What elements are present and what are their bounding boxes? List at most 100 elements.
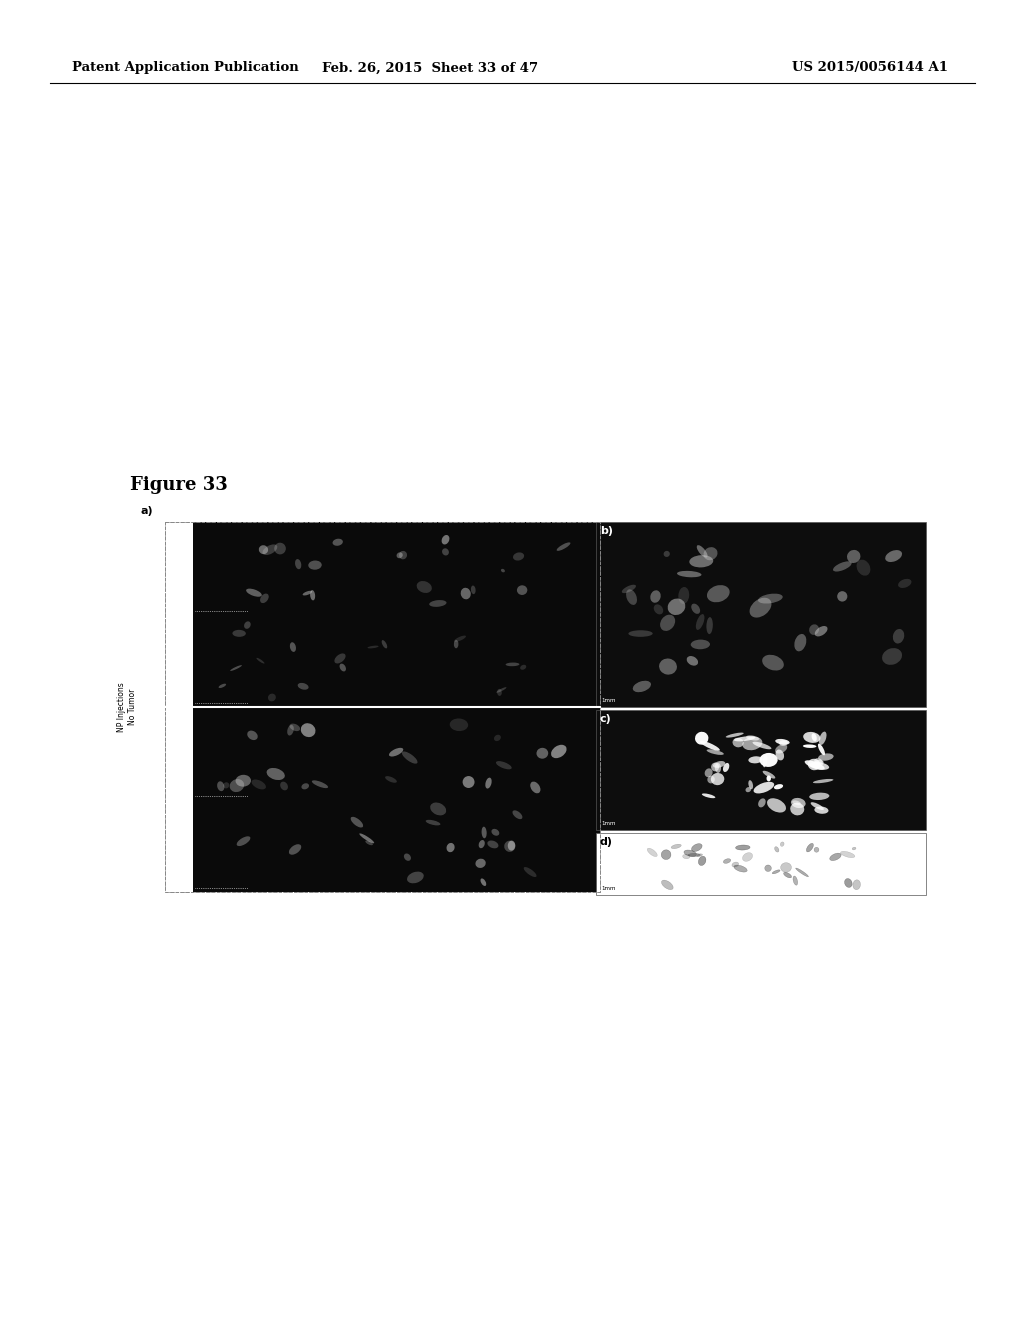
Ellipse shape — [403, 854, 411, 861]
Text: Patent Application Publication: Patent Application Publication — [72, 62, 299, 74]
Ellipse shape — [723, 859, 731, 863]
Text: NP Injections
No Tumor: NP Injections No Tumor — [117, 682, 137, 731]
Ellipse shape — [396, 552, 402, 558]
Ellipse shape — [847, 550, 860, 564]
Ellipse shape — [430, 803, 446, 816]
Ellipse shape — [259, 545, 268, 554]
Ellipse shape — [523, 867, 537, 876]
Ellipse shape — [217, 781, 224, 791]
Ellipse shape — [508, 841, 515, 850]
Ellipse shape — [492, 829, 500, 836]
Ellipse shape — [841, 851, 855, 858]
Text: 450: 450 — [198, 516, 208, 521]
Ellipse shape — [232, 630, 246, 636]
Ellipse shape — [312, 780, 328, 788]
Ellipse shape — [775, 744, 787, 754]
Ellipse shape — [497, 688, 507, 693]
Ellipse shape — [791, 797, 806, 808]
Bar — [165, 521, 600, 708]
Ellipse shape — [659, 659, 677, 675]
Ellipse shape — [382, 640, 387, 648]
Ellipse shape — [856, 560, 870, 576]
Ellipse shape — [683, 854, 690, 859]
Ellipse shape — [496, 762, 512, 770]
Ellipse shape — [647, 849, 657, 857]
Ellipse shape — [333, 539, 343, 545]
Ellipse shape — [758, 799, 766, 808]
Bar — [596, 833, 926, 895]
Ellipse shape — [236, 775, 251, 787]
Text: Feb. 26, 2015  Sheet 33 of 47: Feb. 26, 2015 Sheet 33 of 47 — [322, 62, 538, 74]
Ellipse shape — [701, 793, 716, 799]
Bar — [193, 521, 600, 615]
Ellipse shape — [711, 763, 719, 771]
Ellipse shape — [774, 846, 779, 853]
Ellipse shape — [504, 841, 515, 851]
Ellipse shape — [303, 591, 312, 595]
Ellipse shape — [796, 869, 808, 876]
Ellipse shape — [806, 843, 813, 851]
Ellipse shape — [501, 569, 505, 573]
Ellipse shape — [622, 585, 636, 593]
Text: 150: 150 — [285, 516, 295, 521]
Text: b): b) — [600, 525, 613, 536]
Text: 1mm: 1mm — [601, 821, 615, 826]
Ellipse shape — [705, 768, 713, 777]
Ellipse shape — [256, 657, 264, 664]
Ellipse shape — [691, 843, 702, 851]
Ellipse shape — [711, 774, 724, 785]
Ellipse shape — [707, 585, 730, 602]
Text: a): a) — [140, 506, 153, 516]
Ellipse shape — [742, 853, 753, 862]
Ellipse shape — [700, 741, 720, 751]
Ellipse shape — [417, 581, 432, 593]
Ellipse shape — [793, 876, 798, 886]
Ellipse shape — [698, 857, 706, 866]
Ellipse shape — [385, 776, 397, 783]
Ellipse shape — [691, 640, 710, 649]
Ellipse shape — [749, 756, 763, 763]
Ellipse shape — [475, 859, 485, 869]
Ellipse shape — [707, 618, 713, 634]
Bar — [193, 708, 600, 800]
Bar — [193, 615, 600, 708]
Ellipse shape — [454, 640, 459, 648]
Ellipse shape — [368, 645, 379, 648]
Ellipse shape — [791, 803, 804, 816]
Ellipse shape — [530, 781, 541, 793]
Ellipse shape — [262, 544, 278, 554]
Ellipse shape — [695, 731, 709, 744]
Bar — [596, 521, 926, 708]
Ellipse shape — [650, 590, 660, 603]
Ellipse shape — [812, 733, 817, 742]
Ellipse shape — [494, 735, 501, 741]
Text: -750: -750 — [545, 516, 558, 521]
Ellipse shape — [805, 760, 824, 770]
Ellipse shape — [671, 845, 681, 849]
Ellipse shape — [308, 561, 322, 570]
Bar — [193, 800, 600, 892]
Ellipse shape — [481, 826, 486, 838]
Ellipse shape — [814, 807, 828, 814]
Ellipse shape — [762, 655, 783, 671]
Text: Day 7: Day 7 — [181, 836, 187, 855]
Ellipse shape — [301, 783, 309, 789]
Ellipse shape — [795, 634, 806, 651]
Ellipse shape — [677, 570, 701, 577]
Text: c): c) — [600, 714, 611, 723]
Text: Figure 33: Figure 33 — [130, 477, 227, 494]
Ellipse shape — [893, 628, 904, 644]
Ellipse shape — [485, 777, 492, 788]
Ellipse shape — [687, 656, 698, 665]
Ellipse shape — [829, 853, 841, 861]
Ellipse shape — [689, 556, 714, 568]
Ellipse shape — [557, 543, 570, 550]
Ellipse shape — [662, 880, 673, 890]
Ellipse shape — [833, 561, 852, 572]
Ellipse shape — [497, 689, 502, 696]
Ellipse shape — [775, 750, 784, 760]
Ellipse shape — [487, 841, 499, 849]
Ellipse shape — [818, 743, 825, 755]
Ellipse shape — [696, 614, 705, 630]
Ellipse shape — [703, 548, 718, 560]
